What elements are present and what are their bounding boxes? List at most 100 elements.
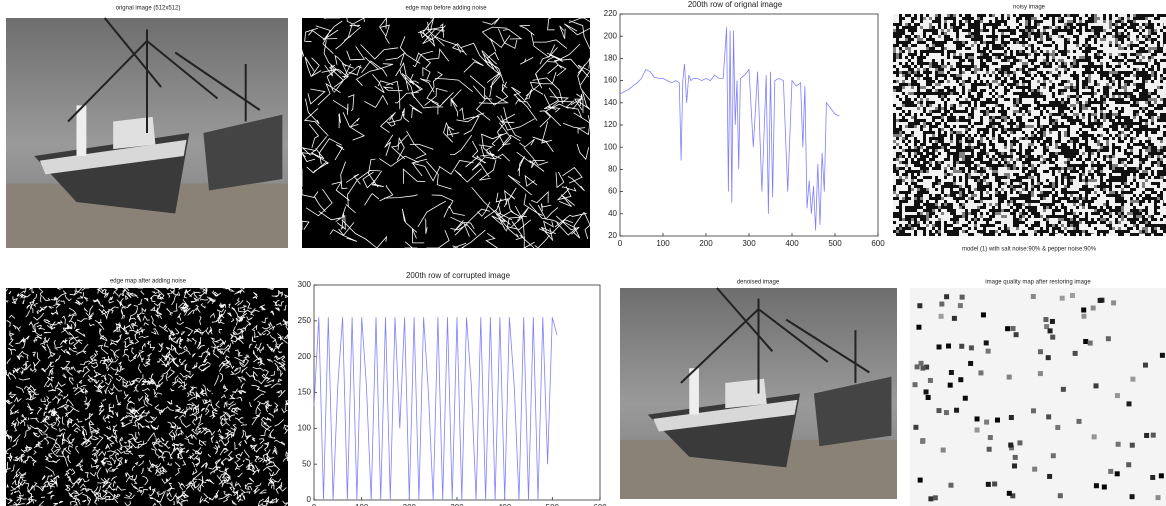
y-tick-label: 50 [302, 459, 311, 468]
quality-spot [1116, 442, 1121, 447]
quality-spot [1106, 336, 1111, 341]
quality-spot [1046, 355, 1051, 360]
quality-spot [1005, 326, 1010, 331]
quality-spot [1012, 463, 1017, 468]
quality-spot [913, 382, 918, 387]
quality-spot [959, 344, 964, 349]
y-tick-label: 180 [604, 54, 618, 63]
quality-spot [1009, 415, 1014, 420]
quality-spot [958, 303, 963, 308]
quality-spot [944, 410, 949, 415]
quality-spot [941, 448, 946, 453]
y-tick-label: 100 [298, 423, 312, 432]
quality-spot [986, 482, 991, 487]
quality-spot [1051, 453, 1056, 458]
quality-spot [920, 438, 925, 443]
quality-spot [954, 408, 959, 413]
quality-spot [939, 314, 944, 319]
quality-spot [1150, 475, 1155, 480]
quality-spot [1081, 307, 1086, 312]
quality-spot [1073, 351, 1078, 356]
quality-spot [928, 378, 933, 383]
quality-spot [1094, 483, 1099, 488]
quality-spot [933, 495, 938, 500]
y-tick-label: 140 [604, 98, 618, 107]
chart-title: 200th row of orignal image [688, 0, 783, 9]
x-tick-label: 200 [699, 239, 713, 248]
photo [6, 18, 288, 248]
y-tick-label: 150 [298, 388, 312, 397]
image-title: orignal image (512x512) [116, 6, 181, 12]
x-tick-label: 600 [871, 239, 885, 248]
quality-spot [1058, 493, 1063, 498]
quality-spot [981, 312, 986, 317]
quality-spot [924, 389, 929, 394]
quality-spot [1102, 484, 1107, 489]
quality-spot [919, 361, 924, 366]
quality-spot [1081, 314, 1086, 319]
x-tick-label: 400 [785, 239, 799, 248]
quality-spot [920, 366, 925, 371]
y-tick-label: 0 [307, 495, 312, 504]
y-tick-label: 200 [298, 352, 312, 361]
quality-spot [1038, 371, 1043, 376]
quality-spot [984, 340, 989, 345]
quality-spot [969, 345, 974, 350]
quality-spot [936, 408, 941, 413]
quality-spot [1007, 375, 1012, 380]
quality-spot [926, 395, 931, 400]
quality-spot [949, 370, 954, 375]
quality-spot [948, 383, 953, 388]
chart-title: 200th row of corrupted image [406, 271, 511, 280]
quality-spot [986, 349, 991, 354]
x-tick-label: 500 [828, 239, 842, 248]
quality-spot [952, 316, 957, 321]
quality-spot [1092, 434, 1097, 439]
quality-spot [913, 425, 918, 430]
plot-area [620, 14, 878, 236]
quality-spot [1011, 326, 1016, 331]
quality-spot [960, 295, 965, 300]
plot-area [314, 285, 600, 500]
y-tick-label: 250 [298, 316, 312, 325]
caption: model (1) with salt noise:90% & pepper n… [962, 247, 1097, 253]
image-title: denoised image [737, 280, 780, 286]
lighthouse [689, 368, 699, 414]
y-tick-label: 220 [604, 9, 618, 18]
quality-spot [987, 447, 992, 452]
y-tick-label: 40 [608, 209, 617, 218]
quality-spot [975, 416, 980, 421]
x-tick-label: 100 [656, 239, 670, 248]
quality-spot [1017, 440, 1022, 445]
quality-spot [968, 361, 973, 366]
quality-spot [1044, 324, 1049, 329]
quality-spot [937, 344, 942, 349]
image-title: edge map after adding noise [110, 279, 187, 285]
quality-spot [1108, 469, 1113, 474]
quality-spot [1091, 305, 1096, 310]
quality-spot [1008, 443, 1013, 448]
y-tick-label: 120 [604, 120, 618, 129]
quality-spot [1144, 433, 1149, 438]
quality-spot [975, 428, 980, 433]
quality-spot [1007, 491, 1012, 496]
quality-spot [1060, 296, 1065, 301]
quality-spot [1098, 298, 1103, 303]
quality-spot [916, 325, 921, 330]
photo [620, 288, 897, 499]
y-tick-label: 60 [608, 187, 617, 196]
quality-spot [1061, 387, 1066, 392]
cabin [113, 117, 155, 149]
quality-spot [1088, 341, 1093, 346]
quality-spot [1160, 353, 1165, 358]
quality-spot [1151, 433, 1156, 438]
x-tick-label: 300 [742, 239, 756, 248]
quality-spot [948, 483, 953, 488]
cabin [725, 379, 767, 409]
quality-map-bg [910, 288, 1166, 506]
image-title: noisy image [1013, 5, 1046, 11]
quality-spot [1070, 293, 1075, 298]
quality-spot [1126, 462, 1131, 467]
quality-spot [917, 303, 922, 308]
y-tick-label: 300 [298, 280, 312, 289]
